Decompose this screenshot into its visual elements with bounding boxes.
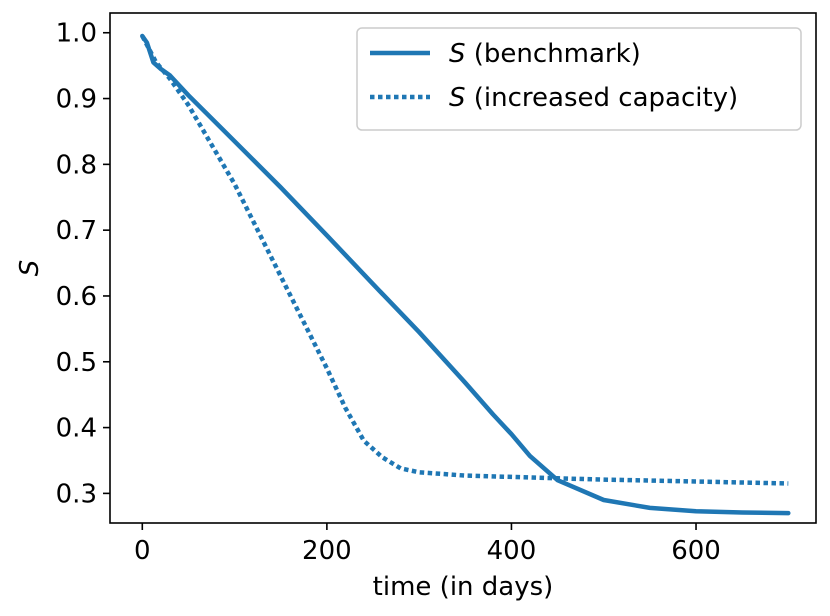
y-axis: 0.3 0.4 0.5 0.6 0.7 0.8 0.9 1.0 bbox=[56, 19, 110, 509]
legend-label-1: S (benchmark) bbox=[449, 39, 641, 69]
y-tick-label: 0.5 bbox=[56, 348, 97, 378]
y-tick-label: 0.9 bbox=[56, 85, 97, 115]
y-tick-label: 0.3 bbox=[56, 479, 97, 509]
y-tick-label: 0.6 bbox=[56, 282, 97, 312]
plot-frame bbox=[109, 12, 817, 524]
y-tick-label: 0.7 bbox=[56, 216, 97, 246]
y-tick-label: 0.8 bbox=[56, 150, 97, 180]
x-tick-label: 200 bbox=[302, 536, 352, 566]
x-tick-label: 400 bbox=[487, 536, 537, 566]
x-tick-label: 600 bbox=[671, 536, 721, 566]
plot-area bbox=[109, 12, 817, 524]
legend-label-2: S (increased capacity) bbox=[449, 83, 738, 113]
x-axis-label: time (in days) bbox=[373, 572, 554, 602]
legend: S (benchmark) S (increased capacity) bbox=[356, 27, 802, 131]
x-axis: 0 200 400 600 bbox=[134, 523, 721, 566]
y-axis-label: S bbox=[15, 260, 45, 277]
x-tick-label: 0 bbox=[134, 536, 151, 566]
y-tick-label: 1.0 bbox=[56, 19, 97, 49]
series-line-2 bbox=[140, 34, 789, 486]
legend-box bbox=[356, 27, 802, 131]
y-tick-label: 0.4 bbox=[56, 414, 97, 444]
